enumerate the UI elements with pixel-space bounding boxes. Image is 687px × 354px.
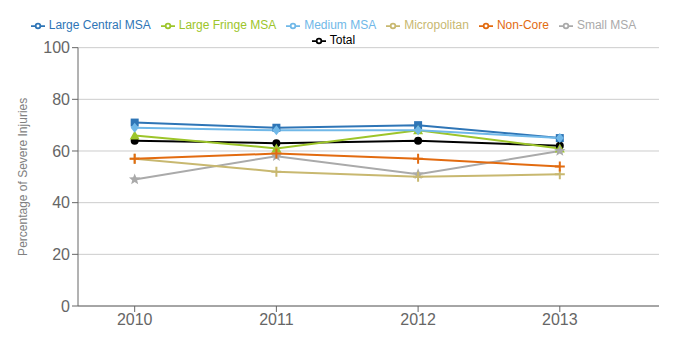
html-text:Medium MSA: Medium MSA — [304, 18, 377, 32]
svg-text:2013: 2013 — [542, 311, 578, 328]
svg-text:20: 20 — [52, 246, 70, 263]
html-text:Micropolitan: Micropolitan — [404, 18, 469, 32]
html-text:Non-Core: Non-Core — [496, 18, 549, 32]
svg-text:60: 60 — [52, 143, 70, 160]
html-text:Large Fringe MSA: Large Fringe MSA — [178, 18, 277, 32]
html-text:Large Central MSA: Large Central MSA — [48, 18, 151, 32]
html-text:Total: Total — [329, 32, 356, 47]
svg-text:Percentage of Severe Injuries: Percentage of Severe Injuries — [16, 98, 30, 256]
svg-text:100: 100 — [43, 39, 70, 56]
svg-text:80: 80 — [52, 91, 70, 108]
svg-text:2012: 2012 — [400, 311, 436, 328]
svg-text:40: 40 — [52, 194, 70, 211]
svg-text:0: 0 — [61, 298, 70, 315]
html-text:Small MSA: Small MSA — [576, 18, 637, 32]
svg-text:2010: 2010 — [117, 311, 153, 328]
svg-text:2011: 2011 — [259, 311, 294, 328]
